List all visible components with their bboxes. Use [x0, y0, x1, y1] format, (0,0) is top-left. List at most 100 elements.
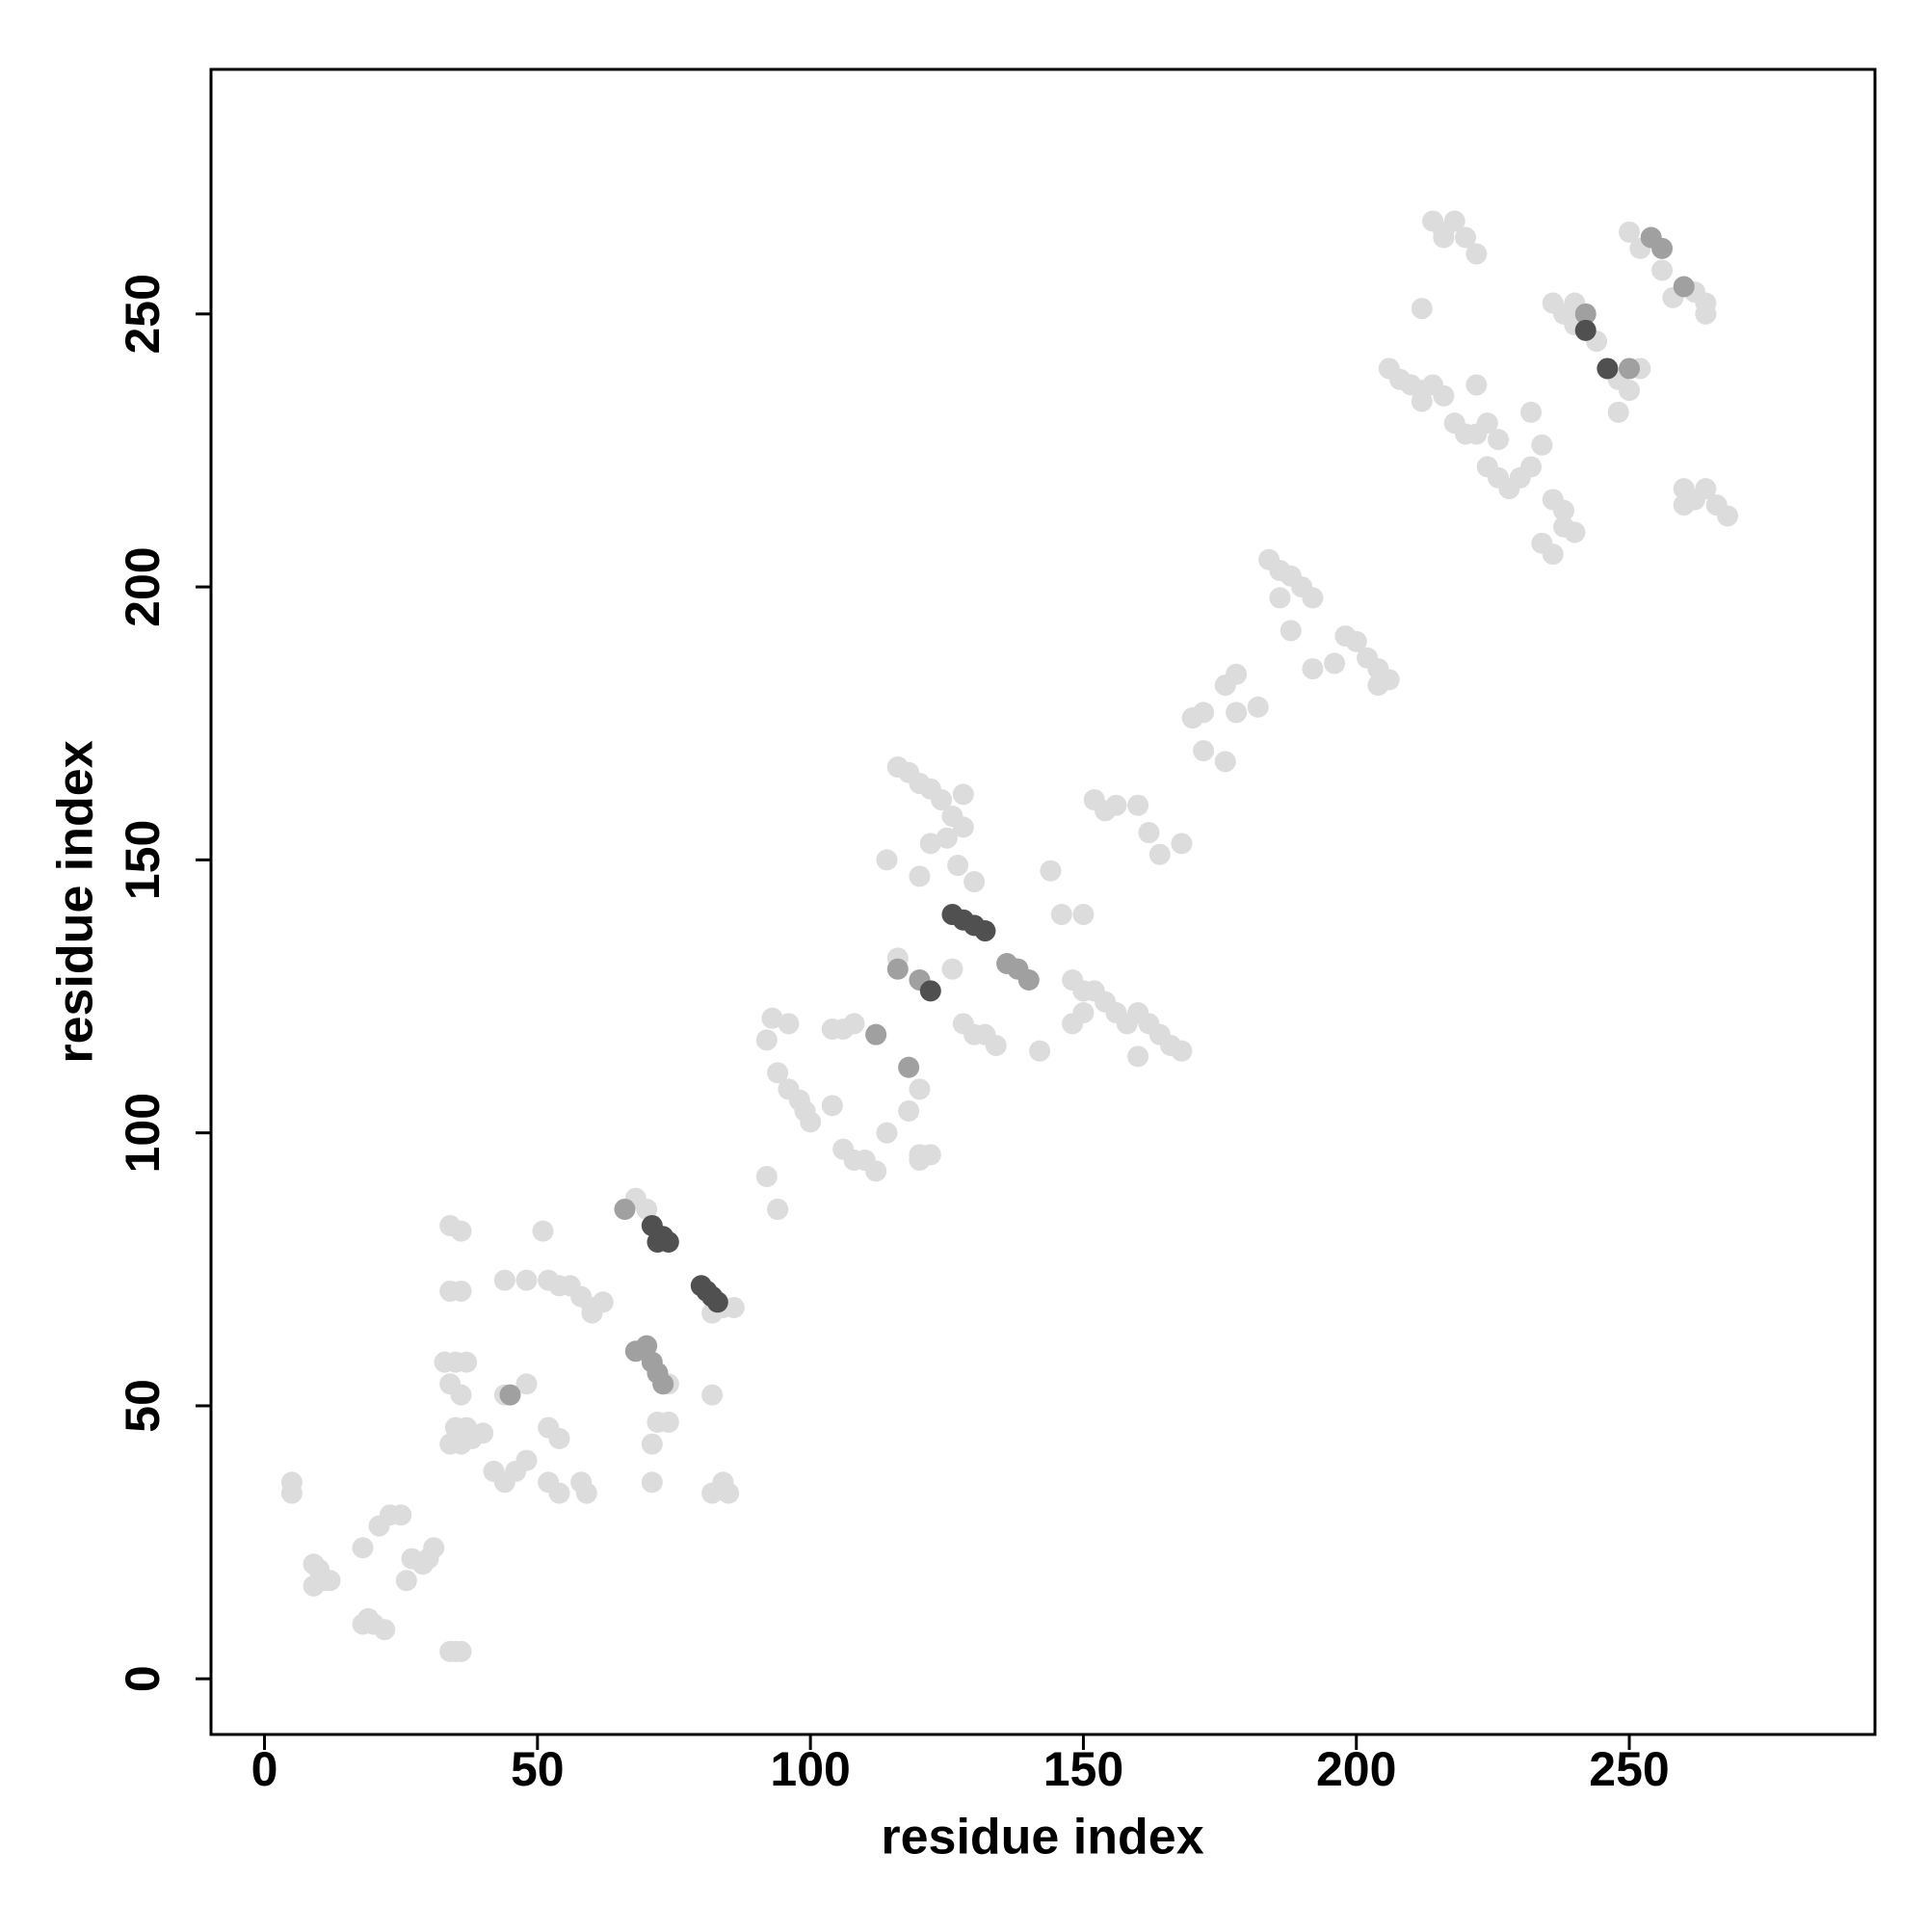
point — [1455, 226, 1477, 249]
point — [1476, 412, 1498, 435]
point — [1531, 532, 1553, 554]
point — [898, 1056, 920, 1078]
point — [1695, 303, 1717, 325]
point — [493, 1269, 515, 1291]
point — [865, 1160, 887, 1182]
point — [472, 1422, 494, 1444]
point — [423, 1537, 445, 1559]
point — [778, 1013, 800, 1035]
point — [947, 855, 969, 877]
point — [319, 1570, 341, 1592]
point — [898, 1099, 920, 1122]
point — [636, 1198, 658, 1220]
point — [1148, 843, 1171, 865]
point — [532, 1220, 554, 1242]
point — [1280, 620, 1302, 642]
point — [1138, 822, 1160, 844]
point — [952, 816, 974, 838]
point — [1214, 751, 1236, 773]
point — [1520, 401, 1543, 423]
y-tick-label: 0 — [116, 1665, 170, 1692]
point — [701, 1384, 724, 1406]
point — [941, 958, 964, 980]
point — [1269, 587, 1291, 609]
x-tick-label: 100 — [770, 1742, 850, 1796]
point — [952, 783, 974, 806]
point — [964, 871, 986, 893]
point — [499, 1384, 521, 1406]
point — [1465, 243, 1488, 265]
point — [641, 1433, 663, 1455]
point — [1029, 1040, 1051, 1062]
point — [1597, 357, 1619, 380]
point — [1072, 904, 1095, 926]
point — [909, 865, 931, 887]
point — [374, 1619, 396, 1641]
point — [931, 789, 953, 811]
point — [548, 1482, 570, 1504]
point — [821, 1019, 843, 1041]
point — [1553, 499, 1575, 521]
point — [352, 1537, 374, 1559]
point — [1411, 390, 1433, 412]
y-tick-label: 200 — [116, 546, 170, 626]
point — [657, 1411, 679, 1433]
point — [909, 1078, 931, 1100]
point — [876, 1122, 898, 1144]
point — [657, 1231, 679, 1253]
point — [755, 1029, 778, 1051]
point — [1717, 505, 1739, 527]
point — [1324, 652, 1346, 675]
x-axis-label: residue index — [881, 1810, 1203, 1866]
point — [1302, 587, 1324, 609]
point — [1193, 740, 1215, 762]
point — [936, 827, 958, 849]
y-tick-label: 50 — [116, 1379, 170, 1433]
x-tick-label: 50 — [511, 1742, 565, 1796]
point — [767, 1062, 789, 1084]
point — [865, 1023, 887, 1045]
point — [1072, 1002, 1095, 1024]
point — [1607, 401, 1629, 423]
point — [450, 1640, 472, 1662]
point — [303, 1553, 325, 1575]
point — [652, 1373, 674, 1395]
point — [1105, 794, 1127, 816]
point — [575, 1482, 597, 1504]
point — [909, 1144, 931, 1166]
point — [1247, 696, 1269, 718]
point — [1367, 675, 1389, 697]
point — [723, 1296, 745, 1318]
point — [641, 1214, 663, 1236]
point — [515, 1373, 538, 1395]
y-tick-label: 150 — [116, 820, 170, 900]
x-tick-label: 200 — [1316, 1742, 1396, 1796]
point — [1433, 226, 1455, 249]
point — [1072, 980, 1095, 1002]
point — [1040, 860, 1062, 882]
plot-frame — [209, 67, 1877, 1736]
point — [1017, 969, 1040, 992]
point — [624, 1340, 647, 1363]
point — [1619, 380, 1641, 402]
point — [515, 1449, 538, 1471]
point — [919, 833, 941, 855]
point — [641, 1471, 663, 1494]
point — [581, 1302, 603, 1324]
point — [1171, 1040, 1193, 1062]
point — [450, 1280, 472, 1302]
point — [1488, 429, 1510, 451]
point — [1050, 904, 1072, 926]
point — [1673, 494, 1695, 516]
point — [450, 1220, 472, 1242]
point — [1619, 221, 1641, 243]
point — [1520, 456, 1543, 478]
point — [1673, 276, 1695, 298]
point — [1127, 1045, 1149, 1068]
point — [1574, 319, 1597, 341]
point — [706, 1291, 728, 1313]
point — [1127, 794, 1149, 816]
point — [1695, 478, 1717, 500]
